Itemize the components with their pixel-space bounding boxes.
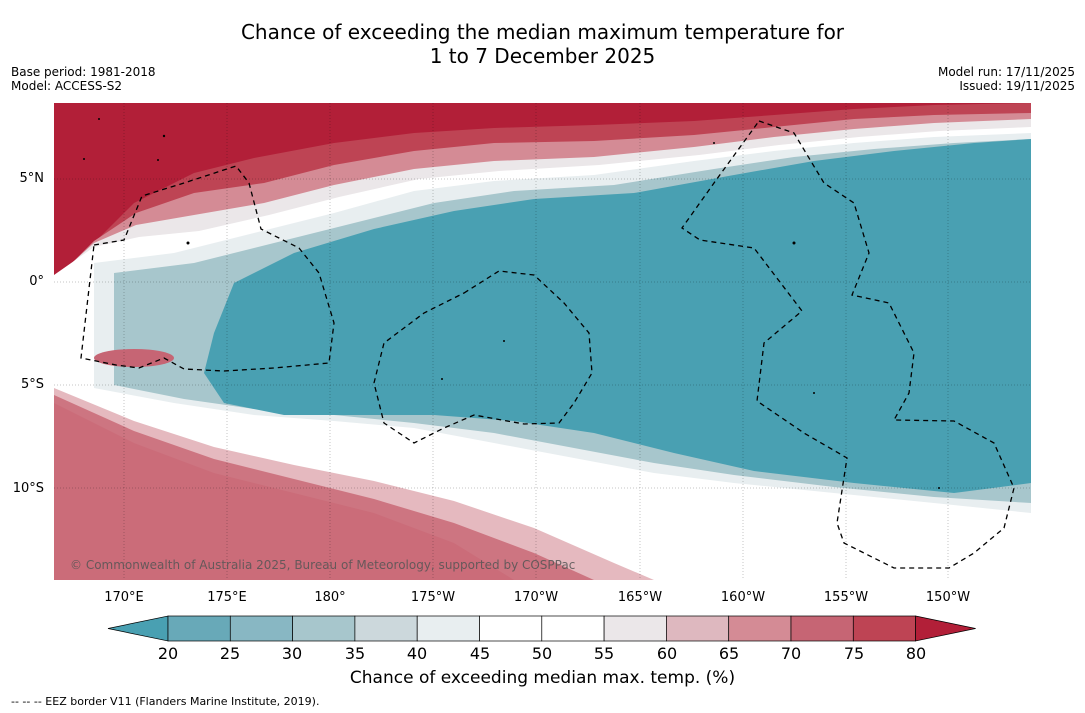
- cb-tick-40: 40: [406, 644, 428, 663]
- eez-legend-note: -- -- -- EEZ border V11 (Flanders Marine…: [11, 695, 320, 708]
- title-line-1: Chance of exceeding the median maximum t…: [240, 20, 845, 44]
- eez-kiribati-phoenix: [373, 270, 593, 444]
- lon-tick-160w: 160°W: [720, 590, 766, 605]
- meta-right: Model run: 17/11/2025 Issued: 19/11/2025: [938, 65, 1075, 93]
- colorbar-segment-0: [167, 615, 231, 642]
- colorbar-segment-11: [852, 615, 916, 642]
- colorbar-arrow-low: [107, 615, 169, 642]
- colorbar-segment-3: [354, 615, 418, 642]
- lon-tick-180: 180°: [314, 590, 346, 605]
- islands: [83, 118, 940, 489]
- base-period: Base period: 1981-2018: [11, 65, 156, 79]
- lon-tick-175e: 175°E: [207, 590, 247, 605]
- cb-tick-35: 35: [344, 644, 366, 663]
- cb-tick-25: 25: [219, 644, 241, 663]
- lat-tick-5n: 5°N: [19, 171, 45, 186]
- colorbar-segment-4: [416, 615, 480, 642]
- model-name: Model: ACCESS-S2: [11, 79, 123, 93]
- cb-tick-30: 30: [281, 644, 303, 663]
- colorbar-segment-10: [790, 615, 854, 642]
- meta-left: Base period: 1981-2018 Model: ACCESS-S2: [11, 65, 156, 93]
- probability-map: [54, 103, 1031, 580]
- cb-tick-45: 45: [469, 644, 491, 663]
- lon-tick-170w: 170°W: [513, 590, 559, 605]
- cb-tick-80: 80: [905, 644, 927, 663]
- colorbar-arrow-high: [915, 615, 976, 642]
- colorbar-segment-1: [229, 615, 293, 642]
- colorbar-segment-7: [603, 615, 667, 642]
- colorbar-segment-5: [479, 615, 543, 642]
- warm-pocket: [94, 349, 174, 367]
- lon-tick-165w: 165°W: [617, 590, 663, 605]
- eez-borders: [80, 120, 1015, 569]
- cb-tick-75: 75: [843, 644, 865, 663]
- south-band-65: [54, 388, 654, 580]
- cb-tick-65: 65: [718, 644, 740, 663]
- lat-tick-0: 0°: [29, 274, 44, 289]
- map-copyright: © Commonwealth of Australia 2025, Bureau…: [70, 558, 576, 572]
- colorbar: [107, 615, 976, 642]
- lon-tick-150w: 150°W: [925, 590, 971, 605]
- cb-tick-70: 70: [780, 644, 802, 663]
- colorbar-segments: [107, 615, 976, 642]
- lat-tick-10s: 10°S: [12, 481, 44, 496]
- lon-tick-170e: 170°E: [104, 590, 144, 605]
- cb-tick-20: 20: [157, 644, 179, 663]
- lon-tick-155w: 155°W: [823, 590, 869, 605]
- colorbar-segment-2: [292, 615, 356, 642]
- model-run: Model run: 17/11/2025: [937, 65, 1075, 79]
- cb-tick-55: 55: [593, 644, 615, 663]
- colorbar-segment-6: [541, 615, 605, 642]
- eez-kiribati-gilbert: [80, 165, 335, 372]
- graticule: [54, 103, 1031, 580]
- cool-core: [204, 139, 1031, 493]
- cb-tick-60: 60: [656, 644, 678, 663]
- issued-date: Issued: 19/11/2025: [959, 79, 1075, 93]
- colorbar-segment-8: [666, 615, 730, 642]
- colorbar-label: Chance of exceeding median max. temp. (%…: [349, 668, 736, 688]
- lon-tick-175w: 175°W: [410, 590, 456, 605]
- colorbar-segment-9: [728, 615, 792, 642]
- cb-tick-50: 50: [531, 644, 553, 663]
- title-line-2: 1 to 7 December 2025: [429, 44, 656, 68]
- lat-tick-5s: 5°S: [20, 377, 44, 392]
- map-title: Chance of exceeding the median maximum t…: [0, 20, 1085, 68]
